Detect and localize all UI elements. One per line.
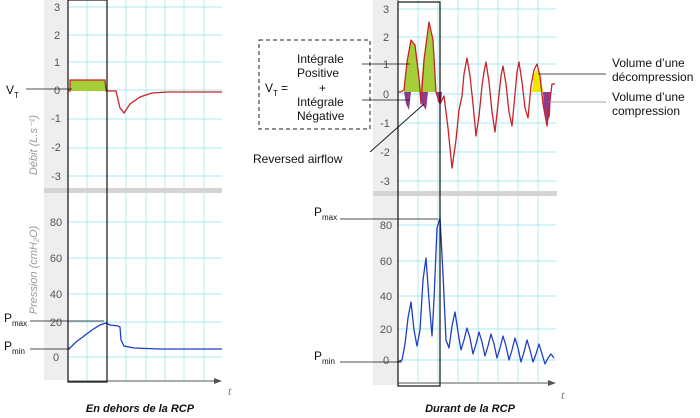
left-pressure-ticks: 80 60 40 20 0	[50, 217, 62, 364]
left-highlight-box	[67, 0, 108, 383]
r-flow-tick-m3: -3	[380, 176, 390, 188]
flow-tick-0: 0	[54, 85, 60, 97]
flow-tick-m1: -1	[51, 113, 61, 125]
pressure-axis-label: Pression (cmH₂O)	[28, 225, 40, 314]
formula-line1: Intégrale	[297, 52, 344, 66]
pressure-tick-0: 0	[53, 352, 59, 364]
reversed-airflow-leader	[369, 103, 425, 153]
flow-tick-m2: -2	[51, 142, 61, 154]
compression-label-2: compression	[612, 104, 680, 118]
right-panel: 3 2 1 0 -1 -2 -3 80 60 40 20 0	[253, 0, 693, 415]
right-time-label: t	[561, 388, 565, 402]
left-pmin-label: Pmin	[4, 339, 25, 356]
pressure-tick-20: 20	[50, 317, 62, 329]
flow-tick-2: 2	[54, 30, 60, 42]
compression-label-1: Volume d’une	[612, 90, 685, 104]
formula-box	[258, 39, 371, 130]
r-flow-tick-0: 0	[383, 89, 389, 101]
r-flow-tick-m2: -2	[380, 147, 390, 159]
left-panel: 3 2 1 0 -1 -2 -3 80 60 40 20 0 Débit (L.…	[4, 0, 232, 415]
r-flow-tick-3: 3	[383, 4, 389, 16]
right-pressure-ticks: 80 60 40 20 0	[380, 220, 392, 367]
left-separator	[44, 188, 222, 193]
left-positive-area	[70, 80, 105, 91]
right-time-arrow	[548, 380, 556, 386]
left-time-arrow	[214, 378, 222, 384]
flow-tick-1: 1	[54, 57, 60, 69]
left-time-label: t	[228, 384, 232, 398]
right-caption: Durant de la RCP	[425, 403, 516, 415]
right-separator	[373, 191, 557, 196]
pressure-tick-80: 80	[50, 217, 62, 229]
reversed-airflow-label: Reversed airflow	[253, 152, 343, 166]
flow-axis-label: Débit (L.s⁻¹)	[28, 115, 40, 176]
r-pressure-tick-40: 40	[380, 291, 392, 303]
formula-line3: Intégrale	[297, 95, 344, 109]
left-flow-trace	[68, 79, 222, 115]
right-pmin-label: Pmin	[314, 349, 335, 366]
left-vt-label: VT	[6, 83, 19, 100]
formula-plus: +	[319, 81, 326, 95]
decompression-label-1: Volume d’une	[612, 56, 685, 70]
formula-equals: =	[281, 81, 288, 95]
right-flow-trace	[398, 21, 555, 169]
r-pressure-tick-0: 0	[383, 355, 389, 367]
right-highlight-box	[397, 1, 441, 387]
right-pmax-label: Pmax	[314, 205, 337, 222]
left-pressure-trace	[68, 322, 222, 350]
r-flow-tick-2: 2	[383, 32, 389, 44]
flow-tick-m3: -3	[51, 171, 61, 183]
pressure-tick-40: 40	[50, 289, 62, 301]
pos-area-yellow	[532, 68, 543, 92]
neg-area-1	[404, 92, 411, 110]
flow-tick-3: 3	[54, 2, 60, 14]
pos-area-1	[404, 40, 420, 92]
left-caption: En dehors de la RCP	[86, 403, 195, 415]
formula-line2: Positive	[297, 66, 339, 80]
r-flow-tick-1: 1	[383, 59, 389, 71]
left-pmax-label: Pmax	[4, 311, 27, 328]
right-pressure-trace	[397, 217, 555, 365]
formula-line4: Négative	[297, 109, 345, 123]
left-flow-ticks: 3 2 1 0 -1 -2 -3	[51, 2, 61, 183]
r-pressure-tick-20: 20	[380, 324, 392, 336]
r-flow-tick-m1: -1	[380, 118, 390, 130]
pos-area-2	[420, 22, 436, 92]
r-pressure-tick-80: 80	[380, 220, 392, 232]
r-pressure-tick-60: 60	[380, 256, 392, 268]
right-flow-ticks: 3 2 1 0 -1 -2 -3	[380, 4, 390, 188]
pressure-tick-60: 60	[50, 253, 62, 265]
formula-vt: VT	[265, 81, 278, 98]
decompression-label-2: décompression	[612, 70, 693, 84]
